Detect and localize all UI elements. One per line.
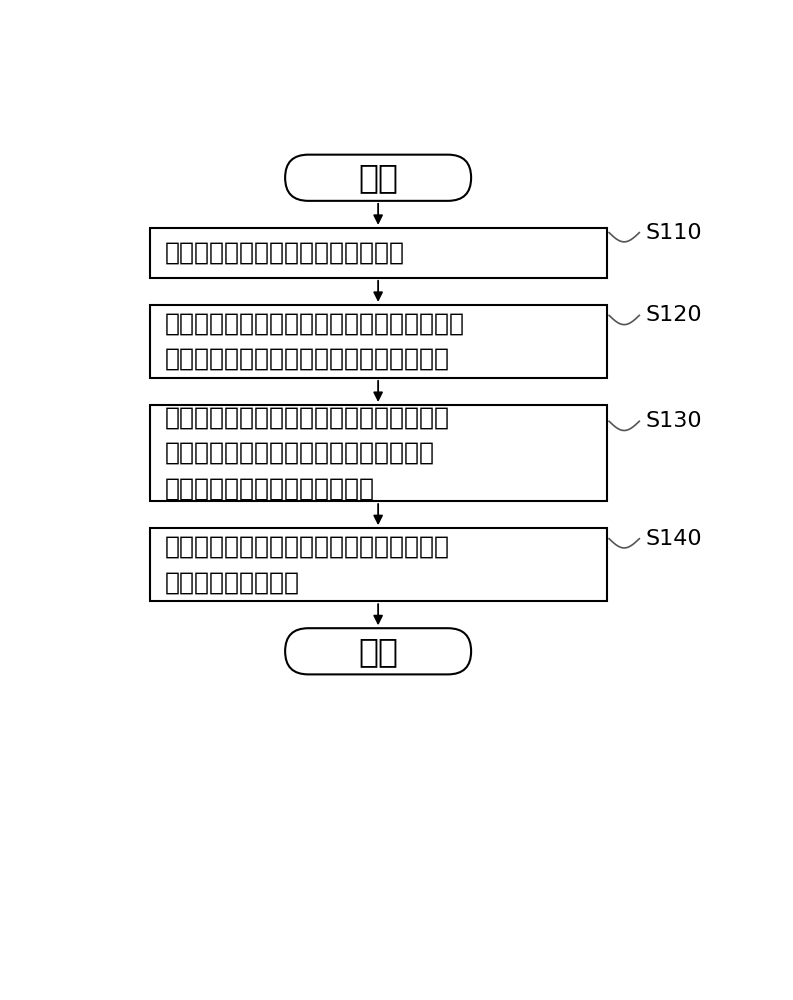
Text: S120: S120 [646, 305, 702, 325]
Text: 开始: 开始 [358, 161, 398, 194]
Text: 通过一输入模块取得一第一讯号调出一桌面
快捷工具栏表并通过所述输入模块取得一
第二讯号选取所述桌面快捷工具: 通过一输入模块取得一第一讯号调出一桌面 快捷工具栏表并通过所述输入模块取得一 第… [165, 406, 450, 500]
Text: S130: S130 [646, 411, 702, 431]
Text: 通过一套件管理模块安装一应用程序: 通过一套件管理模块安装一应用程序 [165, 241, 405, 265]
Bar [150, 228, 607, 278]
FancyBboxPatch shape [285, 155, 471, 201]
Text: 通过一虚拟机模块执行所述桌面快捷工具所
对应的所述应用程序: 通过一虚拟机模块执行所述桌面快捷工具所 对应的所述应用程序 [165, 535, 450, 594]
Text: 结束: 结束 [358, 635, 398, 668]
FancyBboxPatch shape [285, 628, 471, 674]
Bar [150, 528, 607, 601]
Bar [150, 305, 607, 378]
Text: 通过一桌面快捷工具管理模块判断一应用程序
有一桌面快捷工具并注册所述桌面快捷工具: 通过一桌面快捷工具管理模块判断一应用程序 有一桌面快捷工具并注册所述桌面快捷工具 [165, 312, 465, 371]
Text: S140: S140 [646, 529, 702, 549]
Text: S110: S110 [646, 223, 702, 243]
Bar [150, 405, 607, 501]
